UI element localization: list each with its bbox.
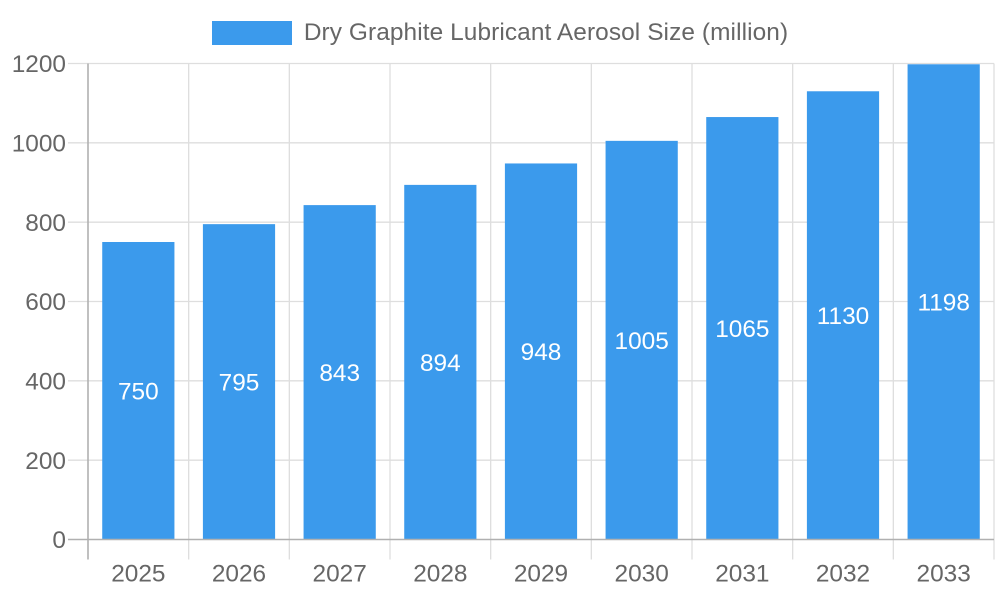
svg-text:795: 795 bbox=[219, 369, 260, 396]
svg-text:2031: 2031 bbox=[715, 561, 769, 588]
svg-text:843: 843 bbox=[319, 360, 360, 387]
svg-text:750: 750 bbox=[118, 378, 159, 405]
svg-text:2033: 2033 bbox=[917, 561, 971, 588]
svg-text:1198: 1198 bbox=[917, 290, 969, 317]
svg-text:1000: 1000 bbox=[12, 130, 66, 157]
svg-text:2032: 2032 bbox=[816, 561, 870, 588]
svg-text:2025: 2025 bbox=[111, 561, 165, 588]
svg-text:600: 600 bbox=[25, 289, 66, 316]
svg-text:2027: 2027 bbox=[313, 561, 367, 588]
svg-text:1065: 1065 bbox=[715, 316, 769, 343]
svg-text:2029: 2029 bbox=[514, 561, 568, 588]
svg-text:1130: 1130 bbox=[817, 303, 869, 330]
svg-text:1005: 1005 bbox=[615, 328, 669, 355]
svg-text:2028: 2028 bbox=[413, 561, 467, 588]
svg-text:2026: 2026 bbox=[212, 561, 266, 588]
svg-text:1200: 1200 bbox=[12, 51, 66, 78]
svg-text:200: 200 bbox=[25, 448, 66, 475]
svg-text:948: 948 bbox=[521, 339, 562, 366]
svg-text:894: 894 bbox=[420, 350, 461, 377]
svg-text:0: 0 bbox=[52, 527, 66, 554]
svg-text:400: 400 bbox=[25, 368, 66, 395]
svg-text:800: 800 bbox=[25, 210, 66, 237]
svg-text:2030: 2030 bbox=[615, 561, 669, 588]
